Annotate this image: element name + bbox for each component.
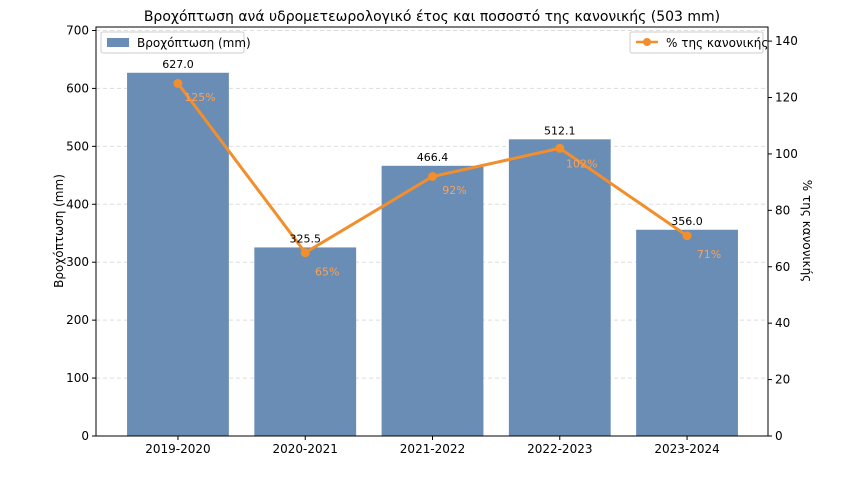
bar-value-label: 325.5 bbox=[289, 232, 321, 245]
bar bbox=[254, 247, 357, 436]
bar-value-label: 466.4 bbox=[417, 151, 449, 164]
y-tick-label: 100 bbox=[66, 371, 89, 385]
x-tick-label: 2023-2024 bbox=[654, 442, 719, 456]
y-tick-label: 200 bbox=[66, 313, 89, 327]
percent-point bbox=[173, 78, 183, 88]
y2-tick-label: 120 bbox=[775, 91, 798, 105]
x-tick-label: 2019-2020 bbox=[145, 442, 210, 456]
y2-tick-label: 100 bbox=[775, 147, 798, 161]
bar bbox=[381, 165, 484, 436]
x-tick-label: 2022-2023 bbox=[527, 442, 592, 456]
percent-label: 92% bbox=[442, 184, 466, 197]
y2-tick-label: 20 bbox=[775, 373, 790, 387]
y2-axis-label: % της κανονικής bbox=[800, 180, 814, 282]
y-tick-label: 0 bbox=[81, 429, 89, 443]
chart-title: Βροχόπτωση ανά υδρομετεωρολογικό έτος κα… bbox=[144, 9, 720, 25]
x-tick-label: 2020-2021 bbox=[273, 442, 338, 456]
legend-label-line: % της κανονικής bbox=[666, 36, 768, 50]
percent-point bbox=[428, 171, 438, 181]
percent-point bbox=[682, 231, 692, 241]
bar-value-label: 512.1 bbox=[544, 124, 576, 137]
y-tick-label: 300 bbox=[66, 255, 89, 269]
legend-line: % της κανονικής bbox=[629, 31, 768, 54]
percent-label: 125% bbox=[184, 91, 215, 104]
y2-tick-label: 60 bbox=[775, 260, 790, 274]
plot-frame bbox=[95, 26, 769, 437]
y-tick-label: 400 bbox=[66, 197, 89, 211]
y-axis-label: Βροχόπτωση (mm) bbox=[52, 174, 66, 288]
y2-tick-label: 0 bbox=[775, 429, 783, 443]
y2-tick-label: 140 bbox=[775, 34, 798, 48]
y-tick-label: 600 bbox=[66, 81, 89, 95]
bar-value-label: 627.0 bbox=[162, 58, 194, 71]
percent-point bbox=[300, 248, 310, 258]
percent-point bbox=[555, 143, 565, 153]
x-tick-label: 2021-2022 bbox=[400, 442, 465, 456]
percent-label: 71% bbox=[697, 248, 721, 261]
legend-label-bars: Βροχόπτωση (mm) bbox=[137, 36, 251, 50]
bar bbox=[508, 139, 611, 436]
y2-tick-label: 80 bbox=[775, 203, 790, 217]
legend-bars: Βροχόπτωση (mm) bbox=[100, 31, 251, 54]
percent-label: 102% bbox=[566, 157, 597, 170]
percent-label: 65% bbox=[315, 265, 339, 278]
y2-tick-label: 40 bbox=[775, 316, 790, 330]
y-tick-label: 700 bbox=[66, 23, 89, 37]
bar bbox=[636, 229, 738, 436]
bar-value-label: 356.0 bbox=[671, 215, 703, 228]
legend-marker-line bbox=[643, 38, 651, 46]
legend-swatch-bars bbox=[107, 38, 129, 47]
y-tick-label: 500 bbox=[66, 139, 89, 153]
bar bbox=[127, 72, 229, 436]
